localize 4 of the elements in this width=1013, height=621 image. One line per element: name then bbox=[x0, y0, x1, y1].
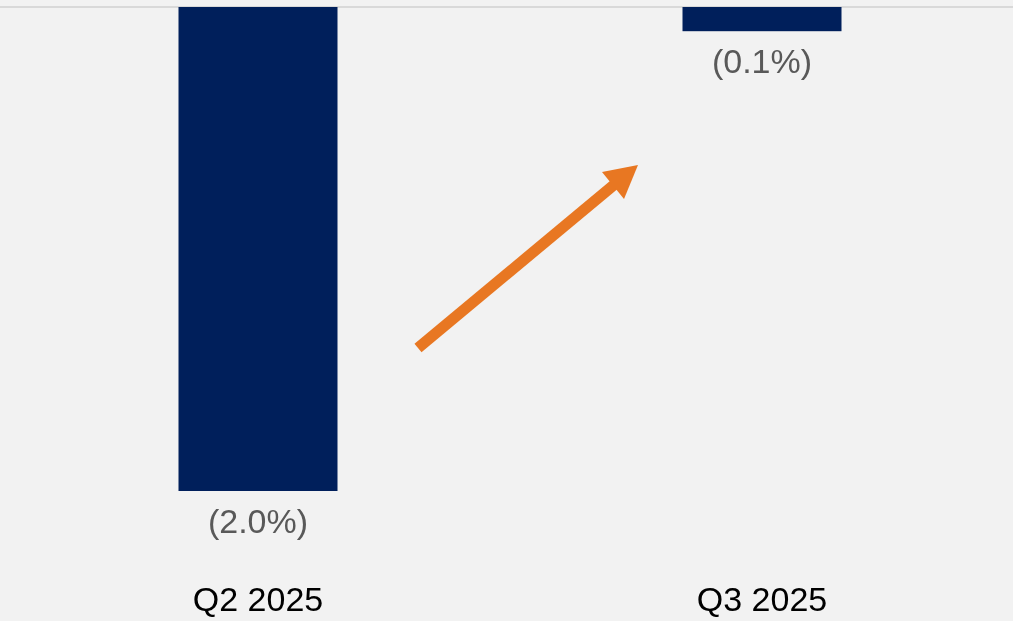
x-tick-label: Q2 2025 bbox=[192, 580, 324, 618]
data-label: (0.1%) bbox=[711, 42, 813, 81]
x-tick-label: Q3 2025 bbox=[696, 580, 828, 618]
data-label: (2.0%) bbox=[207, 502, 309, 540]
